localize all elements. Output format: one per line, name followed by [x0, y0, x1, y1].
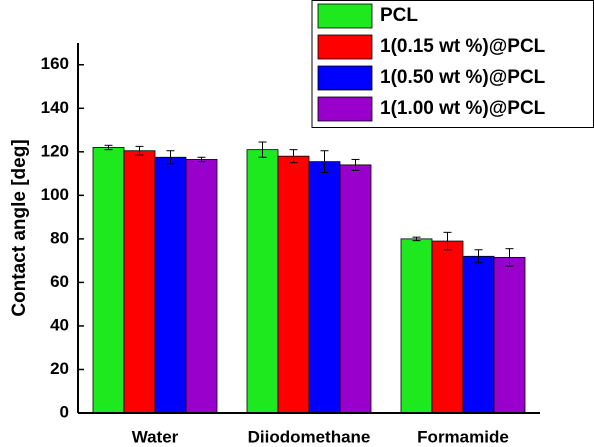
bar	[400, 238, 433, 414]
bar	[339, 164, 372, 414]
bar	[246, 149, 279, 414]
y-tick-label: 120	[41, 141, 69, 160]
legend-label: 1(0.50 wt %)@PCL	[380, 67, 546, 88]
error-bar	[104, 144, 113, 151]
error-bar	[474, 249, 483, 264]
legend-swatch	[317, 96, 373, 122]
x-tick-label: Water	[132, 427, 179, 446]
y-tick-label: 80	[50, 228, 69, 247]
error-bar	[412, 236, 421, 242]
legend-swatch	[317, 65, 373, 91]
legend-label: PCL	[380, 5, 418, 26]
y-tick-label: 160	[41, 54, 69, 73]
bar	[154, 156, 187, 414]
x-tick-label: Diiodomethane	[248, 427, 371, 446]
error-bar	[197, 156, 206, 163]
error-bar	[258, 141, 267, 158]
error-bar	[166, 150, 175, 165]
error-bar	[443, 231, 452, 251]
error-bar	[135, 145, 144, 156]
y-tick-label: 20	[50, 359, 69, 378]
bar	[185, 159, 218, 414]
bar	[308, 161, 341, 414]
bar	[277, 155, 310, 414]
bar	[123, 150, 156, 414]
y-tick-label: 40	[50, 315, 69, 334]
bar	[431, 240, 464, 414]
y-axis-title: Contact angle [deg]	[9, 139, 30, 316]
y-tick-label: 0	[60, 402, 69, 421]
bar	[493, 256, 526, 414]
y-tick-label: 140	[41, 98, 69, 117]
error-bar	[289, 149, 298, 164]
legend-swatch	[317, 3, 373, 29]
error-bar	[351, 158, 360, 171]
legend-label: 1(1.00 wt %)@PCL	[380, 98, 546, 119]
error-bar	[320, 150, 329, 173]
legend-label: 1(0.15 wt %)@PCL	[380, 36, 546, 57]
x-tick-label: Formamide	[417, 427, 509, 446]
bar	[92, 147, 125, 414]
legend-swatch	[317, 34, 373, 60]
error-bar	[505, 248, 514, 267]
y-tick-label: 100	[41, 185, 69, 204]
y-tick-label: 60	[50, 272, 69, 291]
bar	[462, 255, 495, 414]
